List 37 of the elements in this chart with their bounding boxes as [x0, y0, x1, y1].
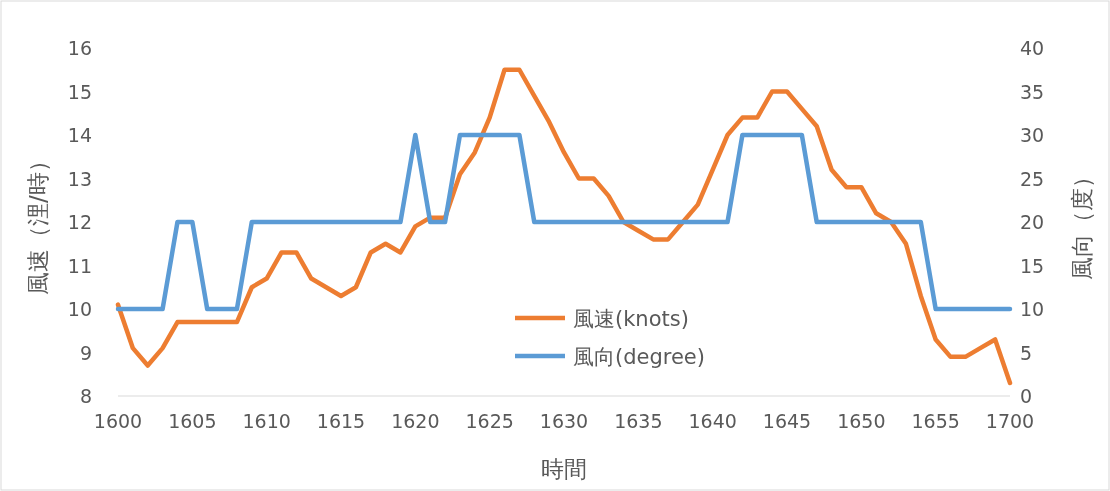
x-tick-label: 1635: [614, 410, 663, 432]
y-tick-label: 13: [67, 167, 92, 190]
line-series: [115, 67, 1013, 386]
y-tick-label: 9: [79, 341, 92, 364]
y-tick-label: 16: [67, 37, 92, 59]
y-tick-label: 8: [79, 385, 92, 407]
y-tick-label: 14: [67, 124, 92, 146]
y-tick-label: 10: [67, 298, 92, 320]
x-tick-label: 1640: [688, 410, 737, 432]
x-tick-label: 1650: [837, 410, 886, 432]
x-tick-label: 1620: [391, 410, 440, 432]
y2-tick-label: 10: [1020, 298, 1045, 320]
x-tick-label: 1605: [168, 410, 217, 432]
y2-tick-label: 30: [1020, 124, 1045, 146]
x-tick-label: 1645: [762, 410, 812, 432]
x-tick-label: 1630: [539, 410, 589, 432]
x-tick-label: 1600: [93, 410, 143, 432]
y2-tick-label: 5: [1020, 341, 1033, 364]
y2-tick-label: 20: [1020, 211, 1045, 233]
y2-tick-label: 25: [1020, 167, 1045, 190]
x-axis-title: 時間: [541, 456, 587, 482]
y-tick-label: 11: [67, 254, 92, 277]
legend-label: 風向(degree): [573, 345, 705, 369]
y2-tick-label: 40: [1020, 37, 1045, 59]
x-tick-label: 1615: [316, 410, 366, 432]
x-tick-label: 1700: [985, 410, 1035, 432]
x-tick-label: 1625: [465, 410, 514, 432]
y-axis-title: 風速（浬/時）: [25, 149, 51, 295]
y2-tick-label: 0: [1020, 385, 1033, 407]
y-tick-label: 15: [67, 80, 92, 103]
y2-tick-label: 15: [1020, 254, 1045, 277]
x-tick-label: 1655: [911, 410, 960, 432]
legend-label: 風速(knots): [573, 307, 689, 331]
y2-axis-title: 風向（度）: [1069, 164, 1095, 280]
x-tick-label: 1610: [242, 410, 291, 432]
y-tick-label: 12: [67, 211, 92, 233]
y2-tick-label: 35: [1020, 80, 1045, 103]
